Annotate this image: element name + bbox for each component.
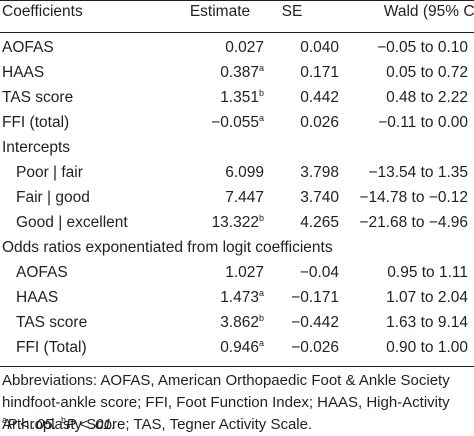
intercepts-heading: Intercepts [2, 139, 71, 156]
row-label: TAS score [16, 314, 88, 331]
row-wald: −0.11 to 0.00 [378, 114, 468, 131]
header-row: Coefficients Estimate SE Wald (95% CI) [0, 0, 474, 26]
row-wald: 0.05 to 0.72 [386, 64, 468, 81]
row-label: FFI (total) [2, 114, 70, 131]
row-estimate: 1.473a [220, 288, 264, 307]
row-se: −0.171 [291, 289, 339, 306]
row-wald: 0.90 to 1.00 [386, 339, 468, 356]
row-estimate: 0.946a [220, 338, 264, 357]
top-rule [0, 0, 474, 1]
row-wald: −14.78 to −0.12 [359, 189, 468, 206]
row-label: AOFAS [16, 264, 68, 281]
row-se: 0.171 [300, 64, 339, 81]
row-se: −0.04 [299, 264, 339, 281]
table-row: FFI (Total) 0.946a −0.026 0.90 to 1.00 [0, 334, 474, 362]
row-label: Fair | good [16, 189, 90, 206]
significance-note: aP < .05. bP < .01. [2, 415, 116, 434]
row-se: −0.442 [291, 314, 339, 331]
row-wald: −0.05 to 0.10 [377, 39, 468, 56]
row-estimate: 0.387a [220, 63, 264, 82]
row-estimate: 3.862b [220, 313, 264, 332]
row-estimate: 1.027 [225, 264, 264, 281]
row-estimate: 7.447 [225, 189, 264, 206]
row-label: FFI (Total) [16, 339, 87, 356]
header-estimate: Estimate [189, 3, 251, 20]
row-estimate: −0.055a [211, 113, 264, 132]
header-wald: Wald (95% CI) [383, 3, 474, 20]
row-wald: −21.68 to −4.96 [359, 214, 468, 231]
table-row: Poor | fair 6.099 3.798 −13.54 to 1.35 [0, 159, 474, 187]
row-label: HAAS [2, 64, 45, 81]
row-wald: 0.95 to 1.11 [387, 264, 468, 281]
row-se: 3.740 [300, 189, 339, 206]
row-label: AOFAS [2, 39, 54, 56]
row-wald: −13.54 to 1.35 [368, 164, 468, 181]
table-row: Good | excellent 13.322b 4.265 −21.68 to… [0, 209, 474, 237]
row-estimate: 1.351b [220, 88, 264, 107]
table-row: Fair | good 7.447 3.740 −14.78 to −0.12 [0, 184, 474, 212]
header-rule [0, 32, 474, 33]
row-se: 0.040 [300, 39, 339, 56]
header-coefficients: Coefficients [2, 3, 83, 20]
table-row: AOFAS 1.027 −0.04 0.95 to 1.11 [0, 259, 474, 287]
row-label: Poor | fair [16, 164, 83, 181]
table-row: HAAS 0.387a 0.171 0.05 to 0.72 [0, 59, 474, 87]
row-se: 0.442 [300, 89, 339, 106]
section-heading: Intercepts [0, 134, 474, 162]
row-label: TAS score [2, 89, 74, 106]
row-label: HAAS [16, 289, 59, 306]
table-row: HAAS 1.473a −0.171 1.07 to 2.04 [0, 284, 474, 312]
row-se: −0.026 [291, 339, 339, 356]
row-estimate: 13.322b [211, 213, 264, 232]
table-row: TAS score 1.351b 0.442 0.48 to 2.22 [0, 84, 474, 112]
bottom-rule [0, 366, 474, 367]
header-se: SE [281, 3, 303, 20]
odds-heading: Odds ratios exponentiated from logit coe… [2, 239, 333, 256]
row-estimate: 0.027 [225, 39, 264, 56]
row-wald: 1.63 to 9.14 [386, 314, 468, 331]
section-heading: Odds ratios exponentiated from logit coe… [0, 234, 474, 262]
row-se: 3.798 [300, 164, 339, 181]
table-row: TAS score 3.862b −0.442 1.63 to 9.14 [0, 309, 474, 337]
row-se: 0.026 [300, 114, 339, 131]
row-se: 4.265 [300, 214, 339, 231]
row-estimate: 6.099 [225, 164, 264, 181]
abbreviations-note: Abbreviations: AOFAS, American Orthopaed… [2, 372, 450, 433]
row-label: Good | excellent [16, 214, 128, 231]
row-wald: 1.07 to 2.04 [386, 289, 468, 306]
row-wald: 0.48 to 2.22 [386, 89, 468, 106]
table-row: AOFAS 0.027 0.040 −0.05 to 0.10 [0, 34, 474, 62]
table-row: FFI (total) −0.055a 0.026 −0.11 to 0.00 [0, 109, 474, 137]
